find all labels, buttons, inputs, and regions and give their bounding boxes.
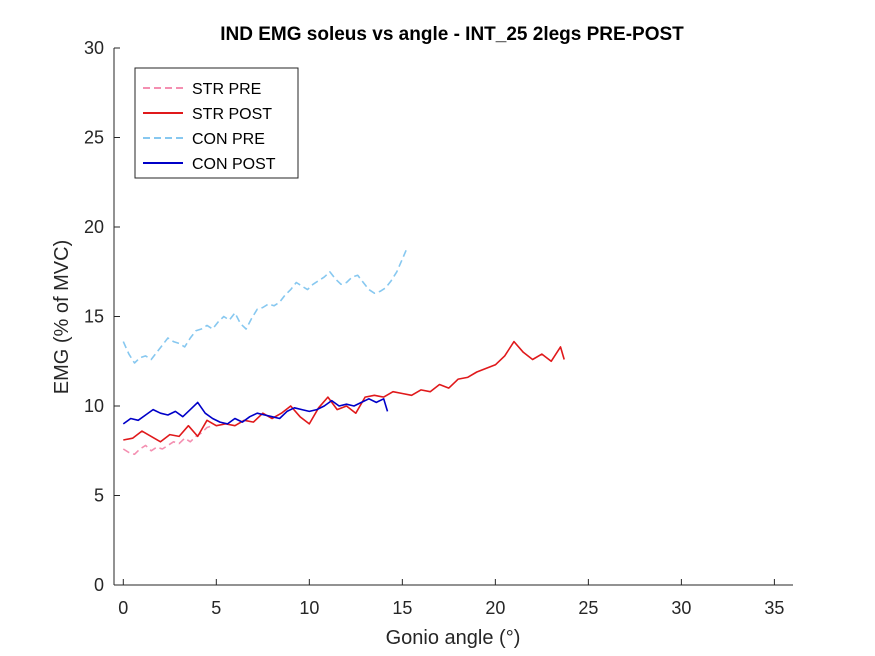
y-tick-label: 10 (84, 396, 104, 416)
y-tick-label: 0 (94, 575, 104, 595)
x-tick-label: 10 (299, 598, 319, 618)
legend-label: CON POST (192, 156, 276, 173)
y-tick-label: 25 (84, 128, 104, 148)
series-line-con-post (122, 397, 389, 425)
legend-label: CON PRE (192, 131, 265, 148)
legend-items: STR PRE STR POST CON PRE CON POST (143, 81, 276, 173)
chart-title: IND EMG soleus vs angle - INT_25 2legs P… (220, 24, 684, 45)
x-axis-label: Gonio angle (°) (386, 627, 521, 649)
plot-area (122, 249, 565, 456)
y-axis-label: EMG (% of MVC) (51, 240, 73, 394)
legend-label: STR POST (192, 106, 272, 123)
y-ticks: 0 5 10 15 20 25 30 (84, 38, 120, 595)
x-tick-label: 35 (764, 598, 784, 618)
series-line-con-pre (122, 249, 407, 364)
legend: STR PRE STR POST CON PRE CON POST (134, 67, 299, 179)
y-tick-label: 5 (94, 486, 104, 506)
series-line-str-pre (122, 424, 213, 456)
x-ticks: 0 5 10 15 20 25 30 35 (118, 579, 784, 618)
series-line-str-post (123, 340, 565, 443)
x-tick-label: 25 (578, 598, 598, 618)
legend-box (134, 67, 299, 179)
x-tick-label: 5 (211, 598, 221, 618)
x-tick-label: 15 (392, 598, 412, 618)
y-tick-label: 30 (84, 38, 104, 58)
y-tick-label: 20 (84, 217, 104, 237)
legend-label: STR PRE (192, 81, 261, 98)
x-tick-label: 0 (118, 598, 128, 618)
y-tick-label: 15 (84, 307, 104, 327)
x-tick-label: 20 (485, 598, 505, 618)
x-tick-label: 30 (671, 598, 691, 618)
